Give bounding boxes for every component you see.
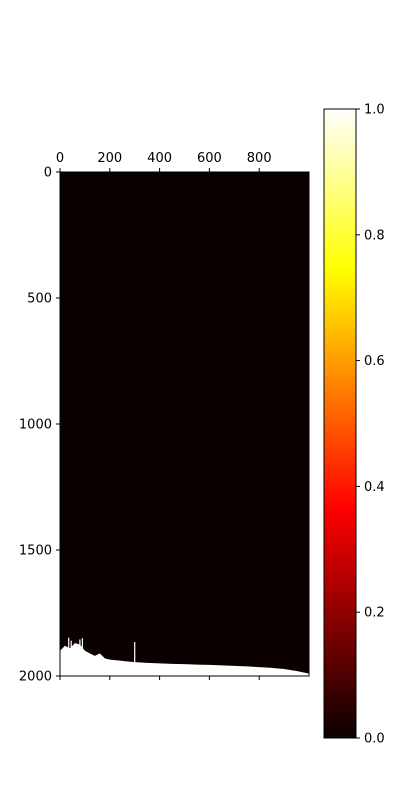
heatmap-spike	[79, 639, 81, 676]
heatmap-spike	[68, 637, 70, 676]
x-tick-label: 600	[197, 151, 222, 166]
x-tick-label: 400	[147, 151, 172, 166]
y-tick-label: 0	[44, 166, 52, 181]
y-tick-label: 1500	[19, 544, 52, 559]
y-tick-label: 2000	[19, 670, 52, 685]
colorbar-tick-label: 0.6	[364, 354, 385, 369]
heatmap-image	[59, 171, 310, 677]
heatmap-spike	[134, 641, 136, 676]
colorbar-tick-label: 0.0	[364, 732, 385, 747]
x-tick-label: 800	[247, 151, 272, 166]
y-tick-label: 500	[27, 292, 52, 307]
heatmap-filled-region	[60, 643, 309, 676]
heatmap-background	[60, 172, 309, 676]
heatmap-spike	[81, 638, 84, 676]
y-tick-label: 1000	[19, 418, 52, 433]
heatmap-spike	[74, 643, 76, 676]
colorbar-tick-label: 0.8	[364, 228, 385, 243]
colorbar-frame	[323, 108, 357, 739]
colorbar-tick-label: 1.0	[364, 103, 385, 118]
colorbar: 0.0 0.2 0.4 0.6 0.8 1.0	[323, 103, 385, 747]
heatmap-spike	[70, 640, 72, 676]
x-tick-label: 200	[97, 151, 122, 166]
x-tick-label: 0	[56, 151, 64, 166]
y-axis: 0 500 1000 1500 2000	[19, 166, 60, 685]
colorbar-tick-label: 0.4	[364, 480, 385, 495]
colorbar-gradient	[324, 109, 356, 738]
colorbar-tick-label: 0.2	[364, 606, 385, 621]
x-axis: 0 200 400 600 800	[56, 151, 272, 680]
